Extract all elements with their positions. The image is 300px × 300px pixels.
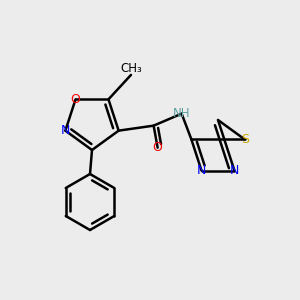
Text: CH₃: CH₃: [120, 62, 142, 75]
Text: N: N: [197, 164, 206, 177]
Text: NH: NH: [173, 107, 190, 120]
Text: S: S: [241, 133, 249, 146]
Text: O: O: [153, 141, 163, 154]
Text: O: O: [70, 93, 80, 106]
Text: N: N: [61, 124, 70, 137]
Text: N: N: [230, 164, 239, 177]
